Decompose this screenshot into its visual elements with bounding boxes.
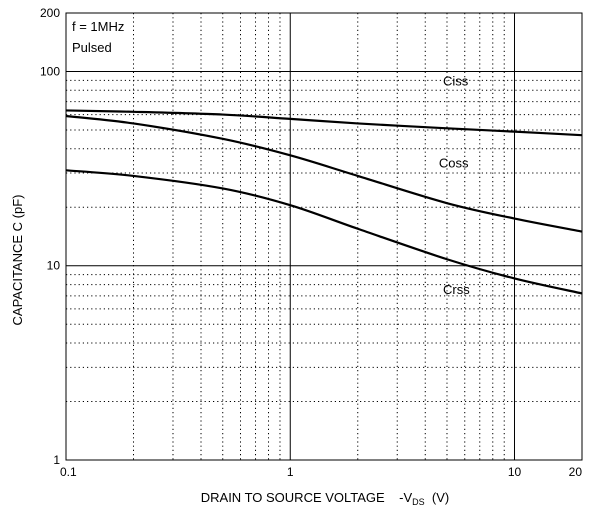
y-tick-label: 1 [53, 453, 60, 467]
series-label-ciss: Ciss [443, 73, 469, 88]
x-axis-label-subscript: DS [412, 497, 425, 507]
series-line-coss [65, 114, 583, 233]
x-tick-label: 10 [508, 465, 522, 479]
plot-frame [65, 12, 583, 461]
x-axis-label: DRAIN TO SOURCE VOLTAGE -VDS (V) [201, 490, 450, 507]
major-grid [66, 13, 582, 460]
annotation-pulsed: Pulsed [72, 40, 112, 55]
x-axis-label-unit: (V) [425, 490, 450, 505]
series-line-ciss [65, 109, 583, 137]
annotation-frequency: f = 1MHz [72, 19, 124, 34]
series-label-coss: Coss [439, 155, 469, 170]
x-tick-label: 20 [569, 465, 583, 479]
series-layer: Ciss Coss Crss [65, 73, 583, 297]
y-tick-label: 200 [40, 6, 60, 20]
y-axis-label: CAPACITANCE C (pF) [10, 195, 25, 326]
minor-grid [66, 13, 582, 460]
y-tick-label: 100 [40, 64, 60, 78]
x-tick-label: 1 [287, 465, 294, 479]
y-tick-label: 10 [47, 259, 61, 273]
x-axis-label-main: DRAIN TO SOURCE VOLTAGE -V [201, 490, 413, 505]
x-tick-label: 0.1 [60, 465, 77, 479]
series-label-crss: Crss [443, 282, 470, 297]
series-line-crss [65, 169, 583, 295]
y-tick-labels: 1 10 100 200 [40, 6, 60, 467]
x-tick-labels: 0.1 1 10 20 [60, 465, 582, 479]
